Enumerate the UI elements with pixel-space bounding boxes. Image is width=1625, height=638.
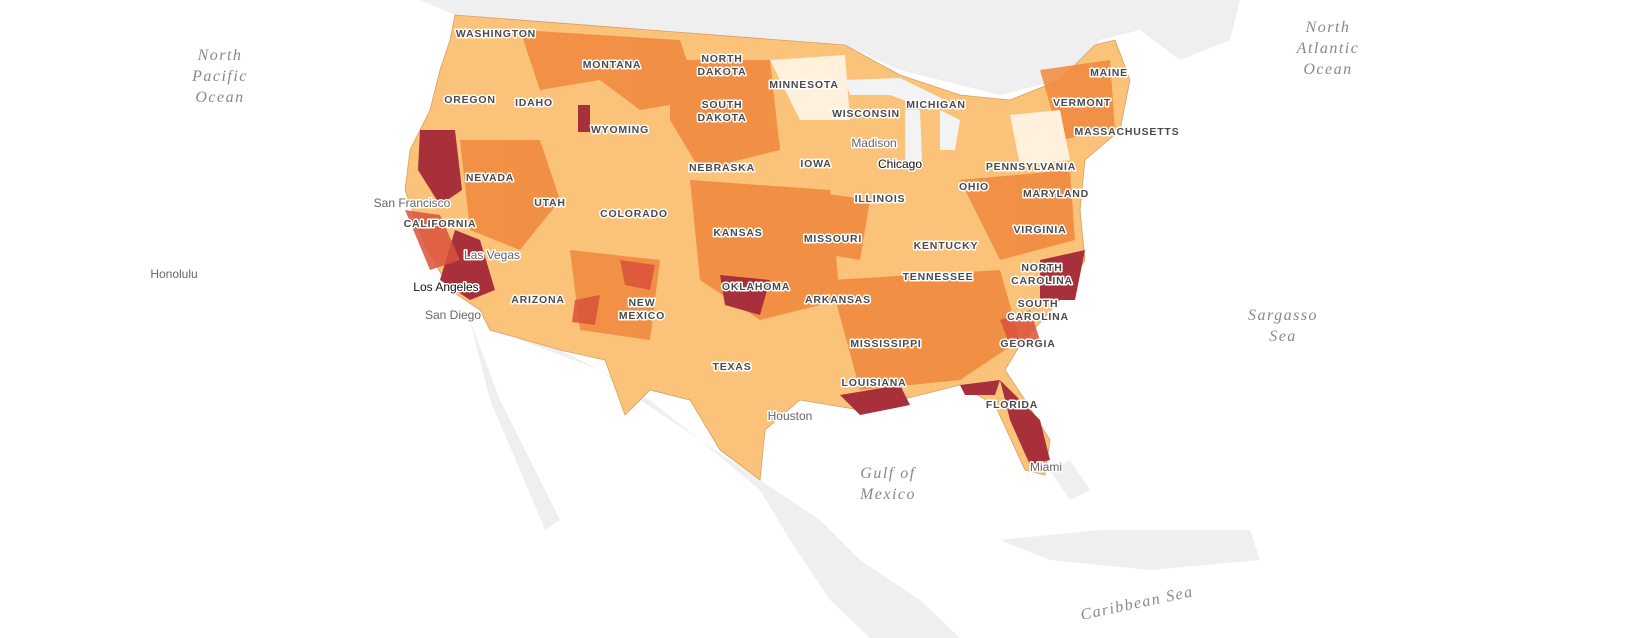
state-label: WASHINGTON: [456, 28, 536, 40]
state-label: NEVADA: [466, 172, 514, 184]
state-label: CAROLINA: [1011, 275, 1073, 287]
city-label: Las Vegas: [464, 248, 520, 262]
state-label: KANSAS: [713, 227, 762, 239]
city-label: Chicago: [878, 157, 922, 171]
state-label: ARKANSAS: [805, 294, 871, 306]
state-label: PENNSYLVANIA: [986, 161, 1076, 173]
city-label: San Diego: [425, 308, 481, 322]
state-label: LOUISIANA: [842, 377, 907, 389]
ocean-label: North: [197, 47, 243, 64]
land-background: [420, 0, 1260, 638]
state-label: UTAH: [534, 197, 566, 209]
state-label: NEW: [629, 297, 656, 309]
state-label: FLORIDA: [986, 399, 1038, 411]
state-label: IDAHO: [515, 97, 553, 109]
ocean-label: Pacific: [191, 68, 248, 85]
state-label: ILLINOIS: [855, 193, 906, 205]
state-label: MONTANA: [583, 59, 641, 71]
state-label: WISCONSIN: [832, 108, 900, 120]
city-label: Miami: [1030, 460, 1062, 474]
state-label: OREGON: [444, 94, 495, 106]
ocean-label: Atlantic: [1296, 40, 1360, 57]
state-label: WYOMING: [591, 124, 649, 136]
ocean-label: Ocean: [195, 89, 244, 106]
city-label: Houston: [768, 409, 813, 423]
ocean-label: Sea: [1269, 328, 1297, 345]
state-label: DAKOTA: [698, 66, 747, 78]
ocean-label: Mexico: [859, 486, 916, 503]
state-label: MAINE: [1090, 67, 1128, 79]
state-label: GEORGIA: [1000, 338, 1055, 350]
ocean-label: Sargasso: [1248, 307, 1318, 324]
ocean-label: North: [1305, 19, 1351, 36]
ocean-label: Ocean: [1303, 61, 1352, 78]
city-label: Madison: [851, 136, 896, 150]
state-label: KENTUCKY: [914, 240, 979, 252]
state-label: MICHIGAN: [906, 99, 965, 111]
state-label: NORTH: [1021, 262, 1062, 274]
state-label: DAKOTA: [698, 112, 747, 124]
ocean-label: Caribbean Sea: [1079, 583, 1195, 624]
state-label: MASSACHUSETTS: [1075, 126, 1180, 138]
ocean-label: Gulf of: [860, 465, 916, 482]
state-label: MEXICO: [619, 310, 665, 322]
us-choropleth: [404, 14, 1131, 481]
state-label: NORTH: [701, 53, 742, 65]
state-label: TENNESSEE: [903, 271, 974, 283]
state-label: OHIO: [959, 181, 989, 193]
state-label: SOUTH: [1018, 298, 1059, 310]
state-label: MISSISSIPPI: [850, 338, 921, 350]
state-label: VERMONT: [1053, 97, 1111, 109]
state-label: MISSOURI: [804, 233, 862, 245]
state-label: TEXAS: [712, 361, 751, 373]
state-label: VIRGINIA: [1013, 224, 1066, 236]
state-label: NEBRASKA: [689, 162, 755, 174]
state-label: CAROLINA: [1007, 311, 1069, 323]
state-label: COLORADO: [600, 208, 668, 220]
great-lakes: [845, 78, 960, 165]
state-label: SOUTH: [702, 99, 743, 111]
state-label: MARYLAND: [1023, 188, 1089, 200]
state-label: OKLAHOMA: [722, 281, 790, 293]
state-label: ARIZONA: [511, 294, 564, 306]
state-label: MINNESOTA: [769, 79, 838, 91]
city-label: San Francisco: [374, 196, 451, 210]
state-label: CALIFORNIA: [404, 218, 477, 230]
city-label: Honolulu: [150, 267, 197, 281]
state-label: IOWA: [800, 158, 831, 170]
city-label: Los Angeles: [413, 280, 478, 294]
